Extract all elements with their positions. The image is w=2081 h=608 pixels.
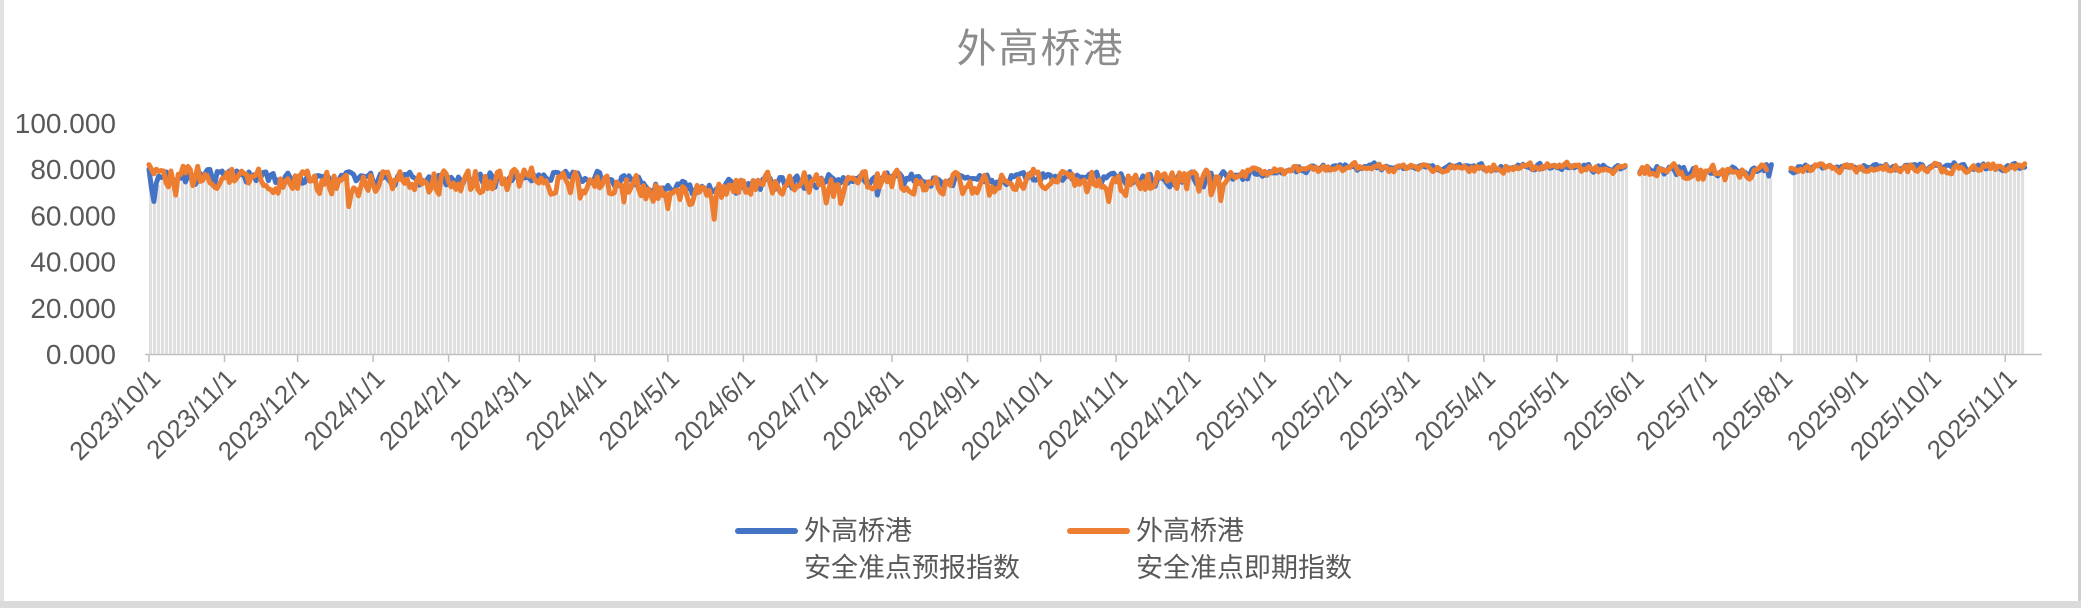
window-bottom-edge <box>0 601 2081 608</box>
svg-text:20.000: 20.000 <box>30 293 116 324</box>
svg-text:2024/8/1: 2024/8/1 <box>816 363 909 456</box>
svg-text:40.000: 40.000 <box>30 247 116 278</box>
svg-text:2025/8/1: 2025/8/1 <box>1706 363 1799 456</box>
svg-text:2024/4/1: 2024/4/1 <box>519 363 612 456</box>
background-bars <box>149 166 2025 354</box>
svg-text:2025/1/1: 2025/1/1 <box>1189 363 1282 456</box>
svg-text:60.000: 60.000 <box>30 200 116 231</box>
x-axis <box>145 353 2042 362</box>
window-left-edge <box>0 0 4 608</box>
x-axis-labels: 2023/10/12023/11/12023/12/12024/1/12024/… <box>63 363 2022 466</box>
svg-text:100.000: 100.000 <box>15 108 116 139</box>
spot-line <box>146 159 2028 222</box>
svg-text:2024/5/1: 2024/5/1 <box>592 363 685 456</box>
svg-text:2024/1/1: 2024/1/1 <box>298 363 391 456</box>
y-axis-labels: 0.000 20.000 40.000 60.000 80.000 100.000 <box>15 108 116 370</box>
svg-text:0.000: 0.000 <box>46 339 116 370</box>
svg-text:2025/5/1: 2025/5/1 <box>1481 363 1574 456</box>
svg-text:2024/6/1: 2024/6/1 <box>668 363 761 456</box>
svg-text:2025/7/1: 2025/7/1 <box>1630 363 1723 456</box>
window-right-edge <box>2078 0 2081 608</box>
svg-text:2025/4/1: 2025/4/1 <box>1408 363 1501 456</box>
svg-text:2025/6/1: 2025/6/1 <box>1557 363 1650 456</box>
svg-text:80.000: 80.000 <box>30 154 116 185</box>
svg-text:2024/7/1: 2024/7/1 <box>741 363 834 456</box>
